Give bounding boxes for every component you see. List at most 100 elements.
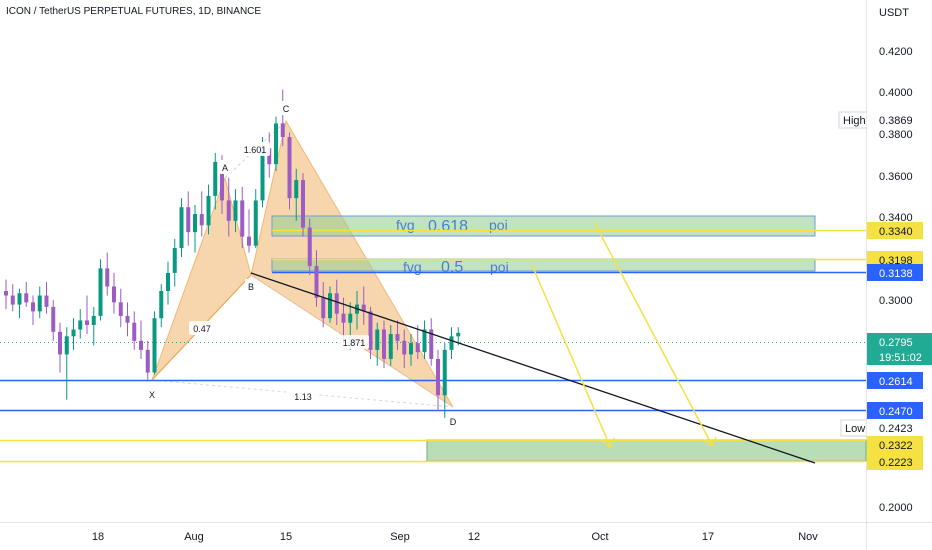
- candle-body: [213, 161, 218, 196]
- pattern-labels: X A B C D 0.47 1.601 1.871: [146, 101, 459, 428]
- candle-body: [51, 306, 56, 332]
- low-tag: Low 0.2423: [840, 419, 923, 437]
- candle-body: [10, 295, 15, 305]
- price-tick: 0.4000: [879, 87, 913, 99]
- point-label-b: B: [245, 279, 257, 293]
- candle-body: [166, 272, 170, 292]
- candle-body: [301, 180, 305, 228]
- candle-body: [253, 200, 258, 246]
- candle-body: [78, 320, 83, 330]
- candle-body: [220, 161, 224, 201]
- candle-body: [402, 340, 407, 355]
- svg-text:0.2223: 0.2223: [879, 457, 913, 469]
- svg-text:0.47: 0.47: [193, 324, 211, 334]
- zone-05-label-poi: poi: [490, 259, 509, 275]
- price-tick: 0.2000: [879, 502, 913, 514]
- svg-text:0.2423: 0.2423: [879, 423, 913, 435]
- candle-body: [247, 236, 251, 246]
- candle-body: [260, 148, 265, 201]
- candle-body: [240, 200, 245, 237]
- arrow-from-0618-zone[interactable]: [593, 221, 717, 448]
- time-label: Aug: [184, 531, 204, 543]
- time-label: 15: [280, 531, 292, 543]
- price-tag-03138: 0.3138: [867, 264, 923, 281]
- price-axis[interactable]: USDT 0.4200 0.4000 0.3800 0.3600 0.3400 …: [879, 7, 913, 514]
- candle-body: [233, 200, 238, 221]
- candle-body: [226, 200, 231, 221]
- ratio-label-1601: 1.601: [240, 142, 270, 156]
- candle-body: [442, 349, 447, 396]
- svg-text:B: B: [248, 282, 254, 292]
- candle-body: [4, 291, 8, 296]
- candle-body: [17, 293, 22, 305]
- point-label-d: D: [447, 414, 459, 428]
- svg-text:High: High: [843, 115, 866, 127]
- arrow-from-05-zone[interactable]: [531, 264, 615, 449]
- candles: [4, 89, 461, 418]
- candle-body: [314, 266, 319, 298]
- candle-body: [388, 334, 393, 359]
- svg-text:0.2614: 0.2614: [879, 376, 913, 388]
- high-tag: High 0.3869: [838, 111, 923, 129]
- candle-body: [118, 302, 123, 316]
- svg-text:X: X: [149, 390, 155, 400]
- last-price-tag: 0.2795 19:51:02: [867, 333, 932, 365]
- time-label: 12: [468, 531, 480, 543]
- price-tick: 0.3000: [879, 295, 913, 307]
- time-label: 18: [92, 531, 104, 543]
- candle-body: [267, 148, 272, 165]
- candle-body: [71, 329, 76, 337]
- svg-text:Low: Low: [845, 423, 865, 435]
- svg-text:A: A: [222, 163, 228, 173]
- candle-body: [44, 295, 49, 307]
- price-axis-currency: USDT: [879, 7, 909, 19]
- candle-body: [24, 293, 29, 303]
- symbol-title: ICON / TetherUS PERPETUAL FUTURES, 1D, B…: [6, 6, 262, 17]
- candle-body: [287, 137, 292, 199]
- zone-0618-label-fvg: fvg: [396, 217, 415, 233]
- candle-body: [37, 295, 42, 312]
- price-tick: 0.4200: [879, 46, 913, 58]
- time-label: Sep: [390, 531, 410, 543]
- time-axis[interactable]: 18 Aug 15 Sep 12 Oct 17 Nov: [92, 531, 818, 543]
- candle-body: [361, 304, 366, 312]
- time-label: 17: [702, 531, 714, 543]
- candle-body: [179, 207, 184, 248]
- candle-body: [341, 313, 346, 323]
- candle-body: [375, 329, 380, 350]
- candle-body: [125, 315, 130, 323]
- candle-body: [429, 329, 434, 359]
- candle-body: [382, 329, 386, 359]
- price-tag-02614: 0.2614: [867, 372, 923, 389]
- point-label-a: A: [219, 160, 231, 174]
- price-tag-03340: 0.3340: [867, 222, 923, 239]
- candle-body: [152, 318, 157, 373]
- pattern-line-ac: [224, 120, 287, 179]
- trendline[interactable]: [250, 272, 816, 464]
- candle-body: [159, 291, 164, 319]
- candle-body: [112, 286, 116, 303]
- zone-05-label-fvg: fvg: [403, 259, 422, 275]
- candle-body: [307, 227, 312, 267]
- svg-text:1.601: 1.601: [244, 145, 267, 155]
- candle-body: [64, 336, 69, 355]
- price-tag-02322: 0.2322: [867, 436, 923, 453]
- candle-body: [91, 315, 96, 325]
- candle-body: [328, 293, 332, 319]
- svg-text:D: D: [450, 417, 457, 427]
- candle-body: [321, 297, 326, 319]
- zone-05-label-ratio: 0.5: [441, 259, 463, 276]
- price-tag-02470: 0.2470: [867, 402, 923, 419]
- candle-body: [145, 349, 150, 373]
- time-label: Oct: [591, 531, 608, 543]
- candle-body: [348, 313, 353, 323]
- svg-text:0.3869: 0.3869: [879, 115, 913, 127]
- candle-body: [193, 214, 197, 233]
- fvg-zone-0618[interactable]: fvg 0.618 poi: [271, 215, 816, 237]
- price-tag-02223: 0.2223: [867, 453, 923, 470]
- candle-body: [294, 180, 299, 199]
- countdown-timer: 19:51:02: [879, 352, 922, 364]
- candle-body: [172, 247, 177, 273]
- candle-body: [280, 123, 285, 138]
